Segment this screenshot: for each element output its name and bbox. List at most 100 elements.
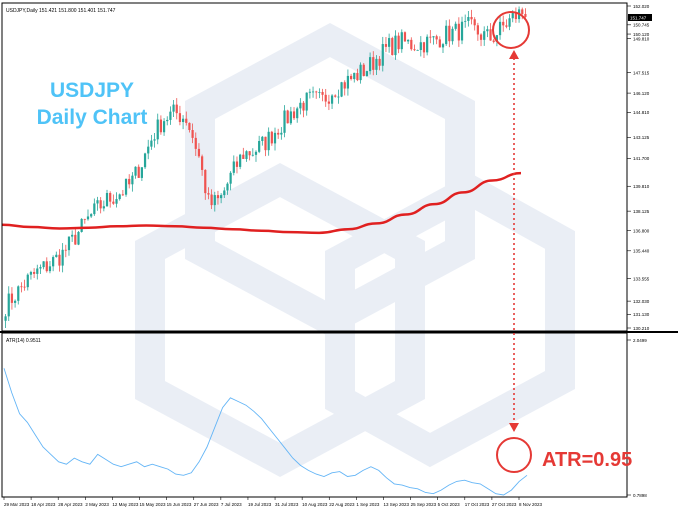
candle-body — [410, 39, 413, 50]
price-axis-label: 132.030 — [633, 299, 650, 304]
candle-body — [134, 166, 137, 176]
candle-body — [280, 132, 283, 135]
candle-body — [330, 95, 334, 104]
candle-body — [388, 38, 391, 47]
candle-body — [10, 293, 14, 303]
candle-body — [394, 35, 397, 56]
candle-body — [109, 192, 112, 202]
candle-body — [391, 38, 394, 56]
candle-body — [137, 166, 140, 178]
time-axis-label: 19 Jul 2023 — [248, 502, 272, 507]
candle-body — [55, 254, 58, 258]
candle-body — [315, 91, 318, 93]
candle-body — [74, 234, 77, 245]
price-axis-label: 138.125 — [633, 209, 650, 214]
time-axis-label: 17 Oct 2023 — [465, 502, 490, 507]
candle-body — [375, 58, 378, 70]
candle-body — [486, 29, 489, 32]
candle-body — [422, 42, 426, 53]
candle-body — [90, 214, 93, 217]
price-axis-label: 136.800 — [633, 229, 650, 234]
candle-body — [448, 25, 451, 42]
candle-body — [150, 140, 153, 147]
candle-body — [451, 28, 454, 42]
time-axis-label: 28 Apr 2023 — [58, 502, 83, 507]
candle-body — [495, 35, 498, 42]
candle-body — [7, 293, 10, 317]
candle-body — [419, 42, 422, 51]
candle-body — [93, 203, 96, 215]
candle-body — [397, 35, 400, 50]
candle-body — [413, 49, 416, 51]
candle-body — [245, 151, 248, 159]
atr-line — [3, 368, 528, 496]
candle-body — [302, 102, 305, 111]
atr-highlight-circle — [496, 437, 532, 473]
candle-body — [514, 13, 518, 20]
time-axis-label: 5 Oct 2023 — [438, 502, 461, 507]
candle-body — [220, 195, 223, 199]
candle-body — [181, 118, 185, 123]
candle-body — [13, 300, 17, 303]
candle-body — [42, 261, 45, 268]
candle-body — [239, 154, 242, 167]
candle-body — [131, 175, 134, 185]
candle-body — [435, 36, 438, 40]
candle-body — [441, 44, 445, 48]
candle-body — [235, 161, 239, 167]
candle-body — [67, 236, 71, 251]
candle-body — [178, 113, 182, 123]
candle-body — [112, 201, 115, 204]
candle-body — [45, 261, 48, 272]
candle-body — [464, 20, 467, 22]
candle-body — [210, 194, 213, 206]
candle-body — [140, 167, 143, 178]
candle-body — [33, 271, 36, 274]
candle-body — [162, 121, 166, 133]
time-axis-label: 22 Aug 2023 — [329, 502, 355, 507]
candle-body — [207, 193, 210, 195]
candle-body — [169, 111, 172, 120]
atr-axis-label: 0.7898 — [633, 493, 647, 498]
candle-body — [194, 137, 197, 149]
candle-body — [346, 75, 350, 89]
candle-body — [365, 71, 369, 77]
candle-body — [400, 32, 403, 50]
candle-body — [232, 161, 235, 173]
candle-body — [270, 131, 273, 144]
chart-title-pair: USDJPY — [49, 79, 135, 102]
candle-body — [197, 148, 201, 157]
candle-body — [36, 268, 39, 274]
price-candles — [4, 6, 527, 329]
candle-body — [254, 151, 258, 155]
price-axis-label: 147.515 — [633, 70, 650, 75]
time-axis-label: 29 Mar 2023 — [4, 502, 30, 507]
candle-body — [166, 119, 169, 122]
candle-body — [128, 178, 131, 185]
candle-body — [349, 75, 353, 80]
candle-body — [445, 25, 448, 45]
candle-body — [505, 25, 508, 27]
current-price-label: 151.747 — [630, 16, 647, 21]
price-axis-label: 150.120 — [633, 32, 650, 37]
candle-body — [407, 39, 410, 42]
candle-body — [340, 82, 343, 97]
candle-body — [223, 190, 226, 196]
candle-body — [48, 266, 52, 272]
candle-body — [261, 136, 264, 142]
candle-body — [305, 92, 308, 111]
candle-body — [381, 44, 384, 66]
time-axis-label: 27 Jun 2023 — [194, 502, 219, 507]
watermark-logo — [135, 22, 575, 478]
time-axis-label: 12 May 2023 — [112, 502, 139, 507]
price-axis-label: 143.125 — [633, 135, 650, 140]
candle-body — [86, 216, 90, 220]
candle-body — [156, 119, 159, 140]
price-axis-label: 135.440 — [633, 249, 650, 254]
candle-body — [213, 195, 216, 206]
candle-body — [426, 36, 429, 53]
candle-body — [229, 172, 232, 184]
candle-body — [115, 199, 118, 204]
candle-body — [489, 29, 492, 41]
